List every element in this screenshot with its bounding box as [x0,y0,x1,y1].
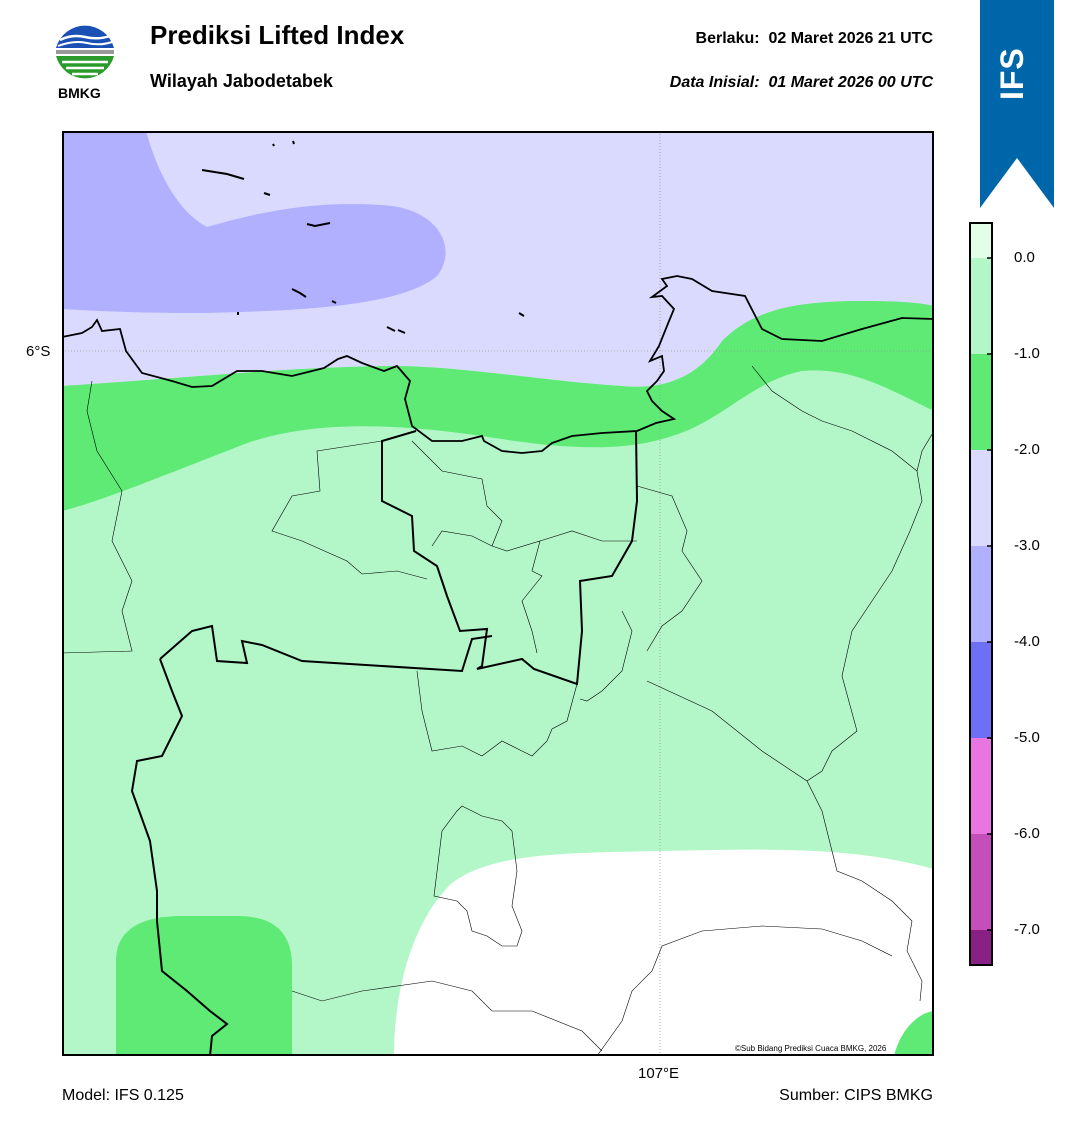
bmkg-logo [56,25,114,79]
li-zone-1-to-2 [62,301,934,511]
model-label: Model: IFS 0.125 [62,1087,184,1104]
colorbar-segment [969,354,993,450]
ifs-ribbon [980,0,1054,208]
province-boundary [381,430,639,686]
colorbar-tick-label: -6.0 [1014,825,1040,842]
li-zone-above-0 [394,849,934,1056]
li-zone-3-to-4 [62,131,446,313]
colorbar-tick-label: -1.0 [1014,345,1040,362]
colorbar-tick-label: -5.0 [1014,729,1040,746]
map-frame [62,131,934,1056]
chart-title: Prediksi Lifted Index [150,20,405,50]
colorbar-segment [969,930,993,966]
longitude-label: 107°E [638,1065,680,1082]
source-label: Sumber: CIPS BMKG [779,1087,933,1104]
logo-text: BMKG [58,85,101,101]
colorbar-segment [969,546,993,642]
colorbar-frame [969,222,993,966]
colorbar [969,222,993,966]
init-time: Data Inisial: 01 Maret 2026 00 UTC [669,74,933,91]
li-zone-2-to-3 [62,131,934,387]
valid-time: Berlaku: 02 Maret 2026 21 UTC [695,30,933,47]
colorbar-tick-label: 0.0 [1014,249,1035,266]
lifted-index-map [62,131,934,1056]
colorbar-tick-label: -4.0 [1014,633,1040,650]
copyright-text: ©Sub Bidang Prediksi Cuaca BMKG, 2026 [735,1044,887,1053]
colorbar-segment [969,258,993,354]
colorbar-tick-label: -3.0 [1014,537,1040,554]
islands [201,140,525,334]
colorbar-segment [969,450,993,546]
province-boundary-west [130,624,493,1056]
colorbar-segment [969,642,993,738]
colorbar-tick-label: -7.0 [1014,921,1040,938]
colorbar-segment [969,834,993,930]
colorbar-tick-label: -2.0 [1014,441,1040,458]
ribbon-label: IFS [994,47,1030,100]
latitude-label: 6°S [26,343,51,360]
chart-subtitle: Wilayah Jabodetabek [150,71,333,91]
colorbar-segment [969,738,993,834]
district-boundaries [62,365,934,1056]
coastline [62,275,934,454]
colorbar-segment [969,222,993,258]
